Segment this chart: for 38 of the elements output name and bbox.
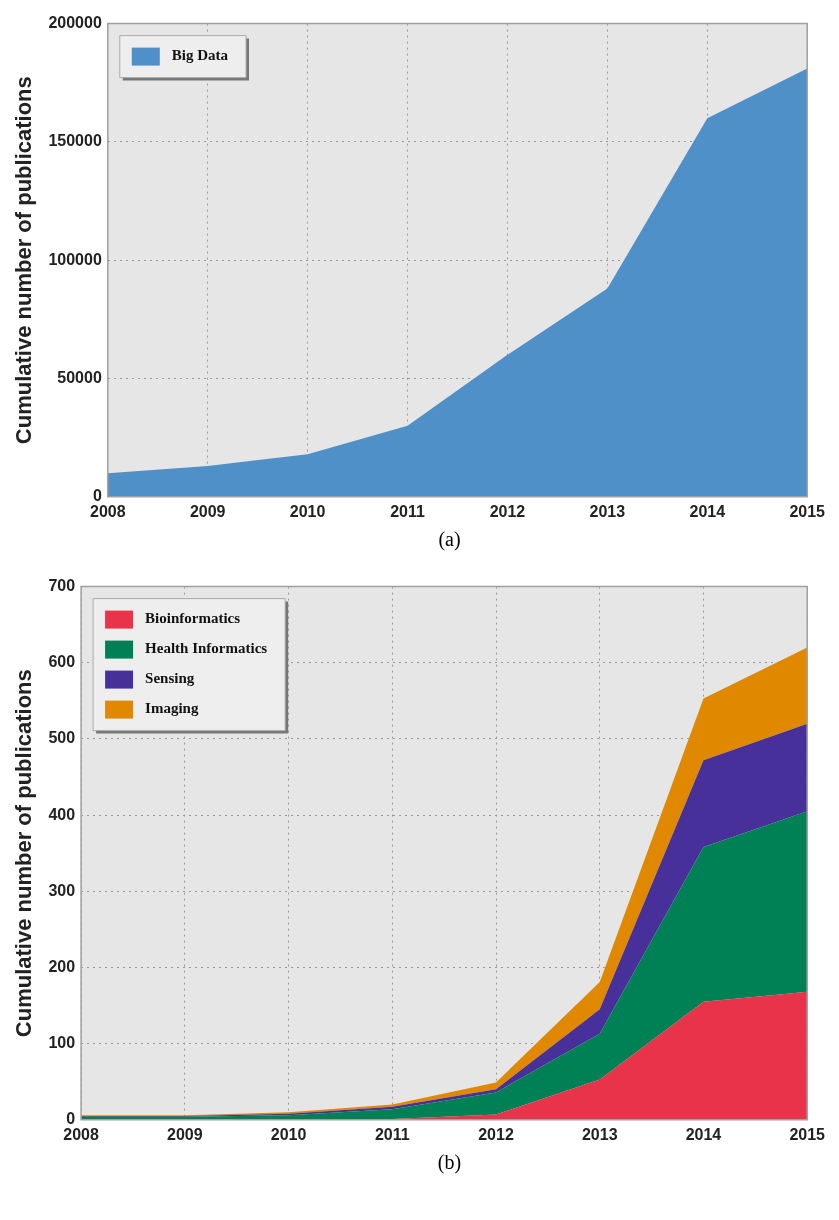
x-tick-label: 2015	[789, 502, 826, 520]
x-tick-label: 2013	[581, 1125, 618, 1143]
y-tick-label: 700	[48, 577, 76, 595]
legend-label: Sensing	[145, 670, 195, 687]
y-axis-title: Cumulative number of publications	[11, 76, 37, 445]
y-axis-title: Cumulative number of publications	[11, 669, 37, 1038]
x-tick-label: 2010	[270, 1125, 307, 1143]
legend-label: Bioinformatics	[145, 610, 241, 627]
x-tick-label: 2014	[689, 502, 726, 520]
text: (a)	[437, 528, 462, 551]
y-tick-label: 200	[48, 957, 76, 975]
y-tick-label: 100	[48, 1034, 76, 1052]
x-tick-label: 2009	[167, 1125, 203, 1143]
x-tick-label: 2013	[589, 502, 626, 520]
y-tick-label: 200000	[48, 14, 102, 32]
y-tick-label: 600	[48, 653, 76, 671]
y-tick-label: 400	[48, 805, 76, 823]
y-tick-label: 150000	[48, 132, 102, 150]
legend-label: Imaging	[145, 700, 199, 717]
x-tick-label: 2008	[63, 1125, 99, 1143]
y-tick-label: 500	[48, 729, 76, 747]
legend-label: Health Informatics	[145, 640, 268, 657]
x-tick-label: 2011	[374, 1125, 410, 1143]
x-tick-label: 2010	[289, 502, 326, 520]
x-tick-label: 2011	[390, 502, 425, 520]
y-tick-label: 300	[48, 881, 76, 899]
y-tick-label: 50000	[57, 368, 102, 386]
x-tick-label: 2012	[489, 502, 526, 520]
x-tick-label: 2012	[478, 1125, 514, 1143]
x-tick-label: 2015	[789, 1125, 826, 1143]
x-tick-label: 2014	[685, 1125, 722, 1143]
legend-label: Big Data	[171, 47, 229, 64]
y-tick-label: 0	[66, 1110, 76, 1128]
y-tick-label: 100000	[48, 250, 102, 268]
x-tick-label: 2009	[189, 502, 226, 520]
x-tick-label: 2008	[89, 502, 126, 520]
text: (b)	[436, 1151, 463, 1174]
y-tick-label: 0	[92, 487, 102, 505]
